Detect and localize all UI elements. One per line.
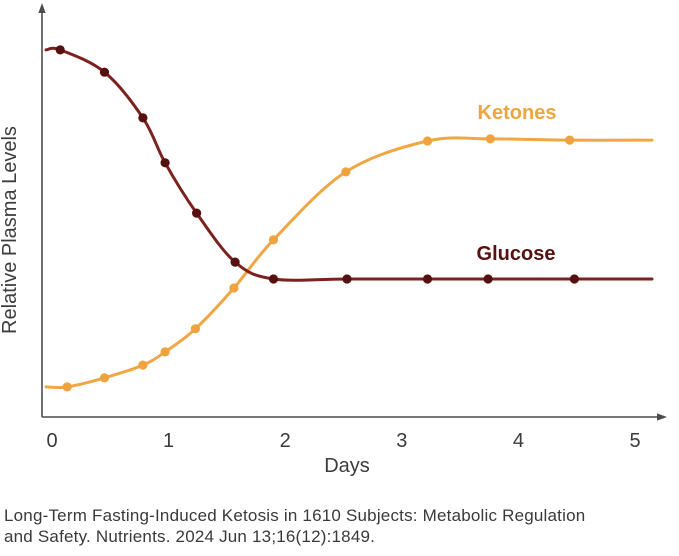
curves-layer (44, 45, 654, 392)
x-axis-arrowhead (657, 413, 667, 421)
ketones-data-point (229, 283, 239, 293)
figure-caption: Long-Term Fasting-Induced Ketosis in 161… (4, 505, 676, 547)
x-tick-2: 2 (280, 430, 291, 452)
glucose-data-point (342, 274, 352, 284)
glucose-series-label: Glucose (477, 243, 556, 265)
glucose-data-point (483, 274, 493, 284)
ketones-data-point (62, 382, 72, 392)
y-axis-label: Relative Plasma Levels (0, 126, 21, 334)
y-axis-arrowhead (38, 3, 46, 13)
caption-line-1: Long-Term Fasting-Induced Ketosis in 161… (4, 506, 586, 525)
ketones-series-label: Ketones (478, 102, 557, 124)
series-glucose (44, 45, 654, 284)
ketones-data-point (190, 324, 200, 334)
ketones-data-point (565, 135, 575, 145)
x-tick-3: 3 (396, 430, 407, 452)
glucose-data-point (422, 274, 433, 284)
series-ketones (44, 134, 654, 392)
x-tick-5: 5 (629, 430, 640, 452)
glucose-data-point (192, 208, 202, 218)
ketones-curve (44, 136, 654, 390)
glucose-data-point (230, 257, 240, 267)
ketones-data-point (160, 347, 170, 357)
glucose-data-point (160, 158, 170, 168)
ketones-glucose-chart: 0 1 2 3 4 5 Ketones Glucose Days Relative Pla… (0, 3, 667, 477)
caption-line-2: and Safety. Nutrients. 2024 Jun 13;16(12… (4, 527, 376, 546)
x-tick-0: 0 (46, 430, 57, 452)
glucose-data-point (268, 274, 279, 284)
ketones-data-point (99, 373, 110, 383)
glucose-data-point (138, 113, 148, 123)
glucose-data-point (569, 274, 580, 284)
glucose-data-point (55, 45, 65, 55)
x-axis-label: Days (324, 455, 370, 477)
glucose-curve (44, 46, 654, 282)
axes-layer (38, 3, 667, 421)
x-tick-1: 1 (163, 430, 174, 452)
ketones-data-point (485, 134, 495, 144)
ketones-data-point (138, 360, 148, 370)
ketones-data-point (341, 167, 351, 177)
glucose-data-point (99, 67, 110, 77)
x-tick-4: 4 (513, 430, 524, 452)
ketones-data-point (422, 136, 433, 146)
ketones-data-point (268, 235, 279, 245)
x-tick-labels: 0 1 2 3 4 5 (46, 430, 640, 452)
